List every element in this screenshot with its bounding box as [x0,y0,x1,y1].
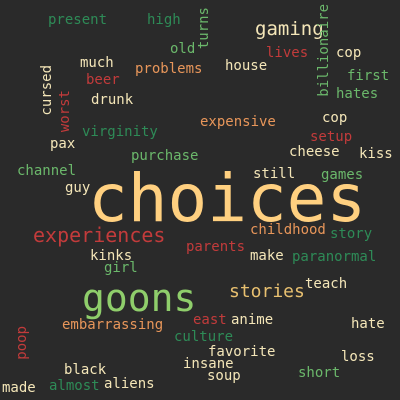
word-turns: turns [196,7,212,50]
word-worst: worst [57,90,73,133]
word-drunk: drunk [91,92,134,108]
word-setup: setup [310,129,353,145]
word-hates: hates [336,86,379,102]
word-house: house [225,58,268,74]
word-insane: insane [183,356,234,372]
word-cop2: cop [322,110,348,126]
word-black: black [64,362,107,378]
word-almost: almost [49,378,100,394]
word-problems: problems [135,61,203,77]
word-choices: choices [88,160,367,237]
word-aliens: aliens [104,376,155,392]
word-cursed: cursed [39,65,55,116]
word-poop: poop [14,326,30,360]
word-channel: channel [17,163,77,179]
word-culture: culture [174,329,234,345]
word-pax: pax [50,136,76,152]
word-hate: hate [351,316,385,332]
word-billionaire: billionaire [316,4,332,97]
word-present: present [48,12,108,28]
word-beer: beer [86,72,120,88]
word-teach: teach [305,276,348,292]
word-goons: goons [82,276,197,320]
word-childhood: childhood [250,222,326,238]
word-made: made [2,380,36,396]
word-short: short [298,365,341,381]
word-expensive: expensive [200,114,276,130]
word-favorite: favorite [208,344,276,360]
word-kiss: kiss [359,146,393,162]
word-soup: soup [207,368,241,384]
word-experiences: experiences [33,223,166,247]
word-story: story [330,226,373,242]
word-paranormal: paranormal [292,249,377,265]
word-still: still [253,166,296,182]
word-virginity: virginity [82,124,158,140]
word-make: make [250,248,284,264]
word-anime: anime [231,312,274,328]
word-east: east [193,312,227,328]
word-stories: stories [229,281,305,302]
word-girl: girl [104,260,138,276]
word-gaming: gaming [255,18,324,40]
word-first: first [347,68,390,84]
word-high: high [147,12,181,28]
word-cheese: cheese [289,144,340,160]
word-games: games [321,167,364,183]
word-purchase: purchase [131,148,199,164]
word-much: much [80,55,114,71]
word-lives: lives [266,45,309,61]
word-old: old [170,41,196,57]
word-guy: guy [65,180,91,196]
word-kinks: kinks [90,248,133,264]
word-cop: cop [336,45,362,61]
word-loss: loss [341,349,375,365]
word-embarrassing: embarrassing [62,317,164,333]
word-parents: parents [186,239,246,255]
